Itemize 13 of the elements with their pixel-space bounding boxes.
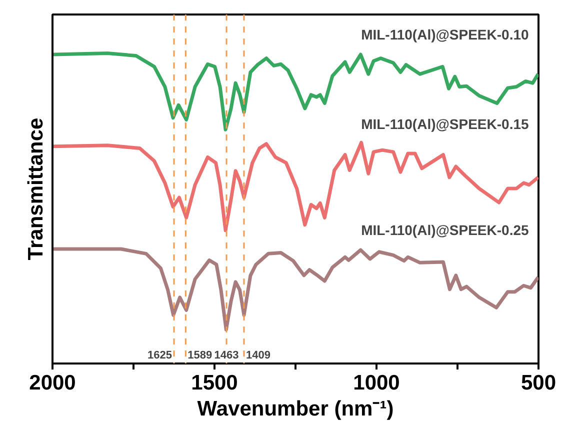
series-label: MIL-110(Al)@SPEEK-0.10 (361, 26, 529, 42)
x-axis-title: Wavenumber (nm⁻¹) (197, 398, 394, 420)
ref-line-label: 1625 (148, 349, 172, 362)
series-label: MIL-110(Al)@SPEEK-0.15 (361, 116, 529, 132)
y-axis-title: Transmittance (24, 118, 48, 260)
x-tick-label: 1500 (191, 372, 238, 394)
x-tick-label: 1000 (353, 372, 400, 394)
ref-line-label: 1463 (214, 349, 239, 362)
ref-line-label: 1409 (246, 349, 270, 362)
x-tick-label: 500 (520, 372, 556, 394)
x-tick-label: 2000 (29, 372, 76, 394)
ref-line-label: 1589 (188, 349, 212, 362)
series-label: MIL-110(Al)@SPEEK-0.25 (361, 222, 529, 238)
